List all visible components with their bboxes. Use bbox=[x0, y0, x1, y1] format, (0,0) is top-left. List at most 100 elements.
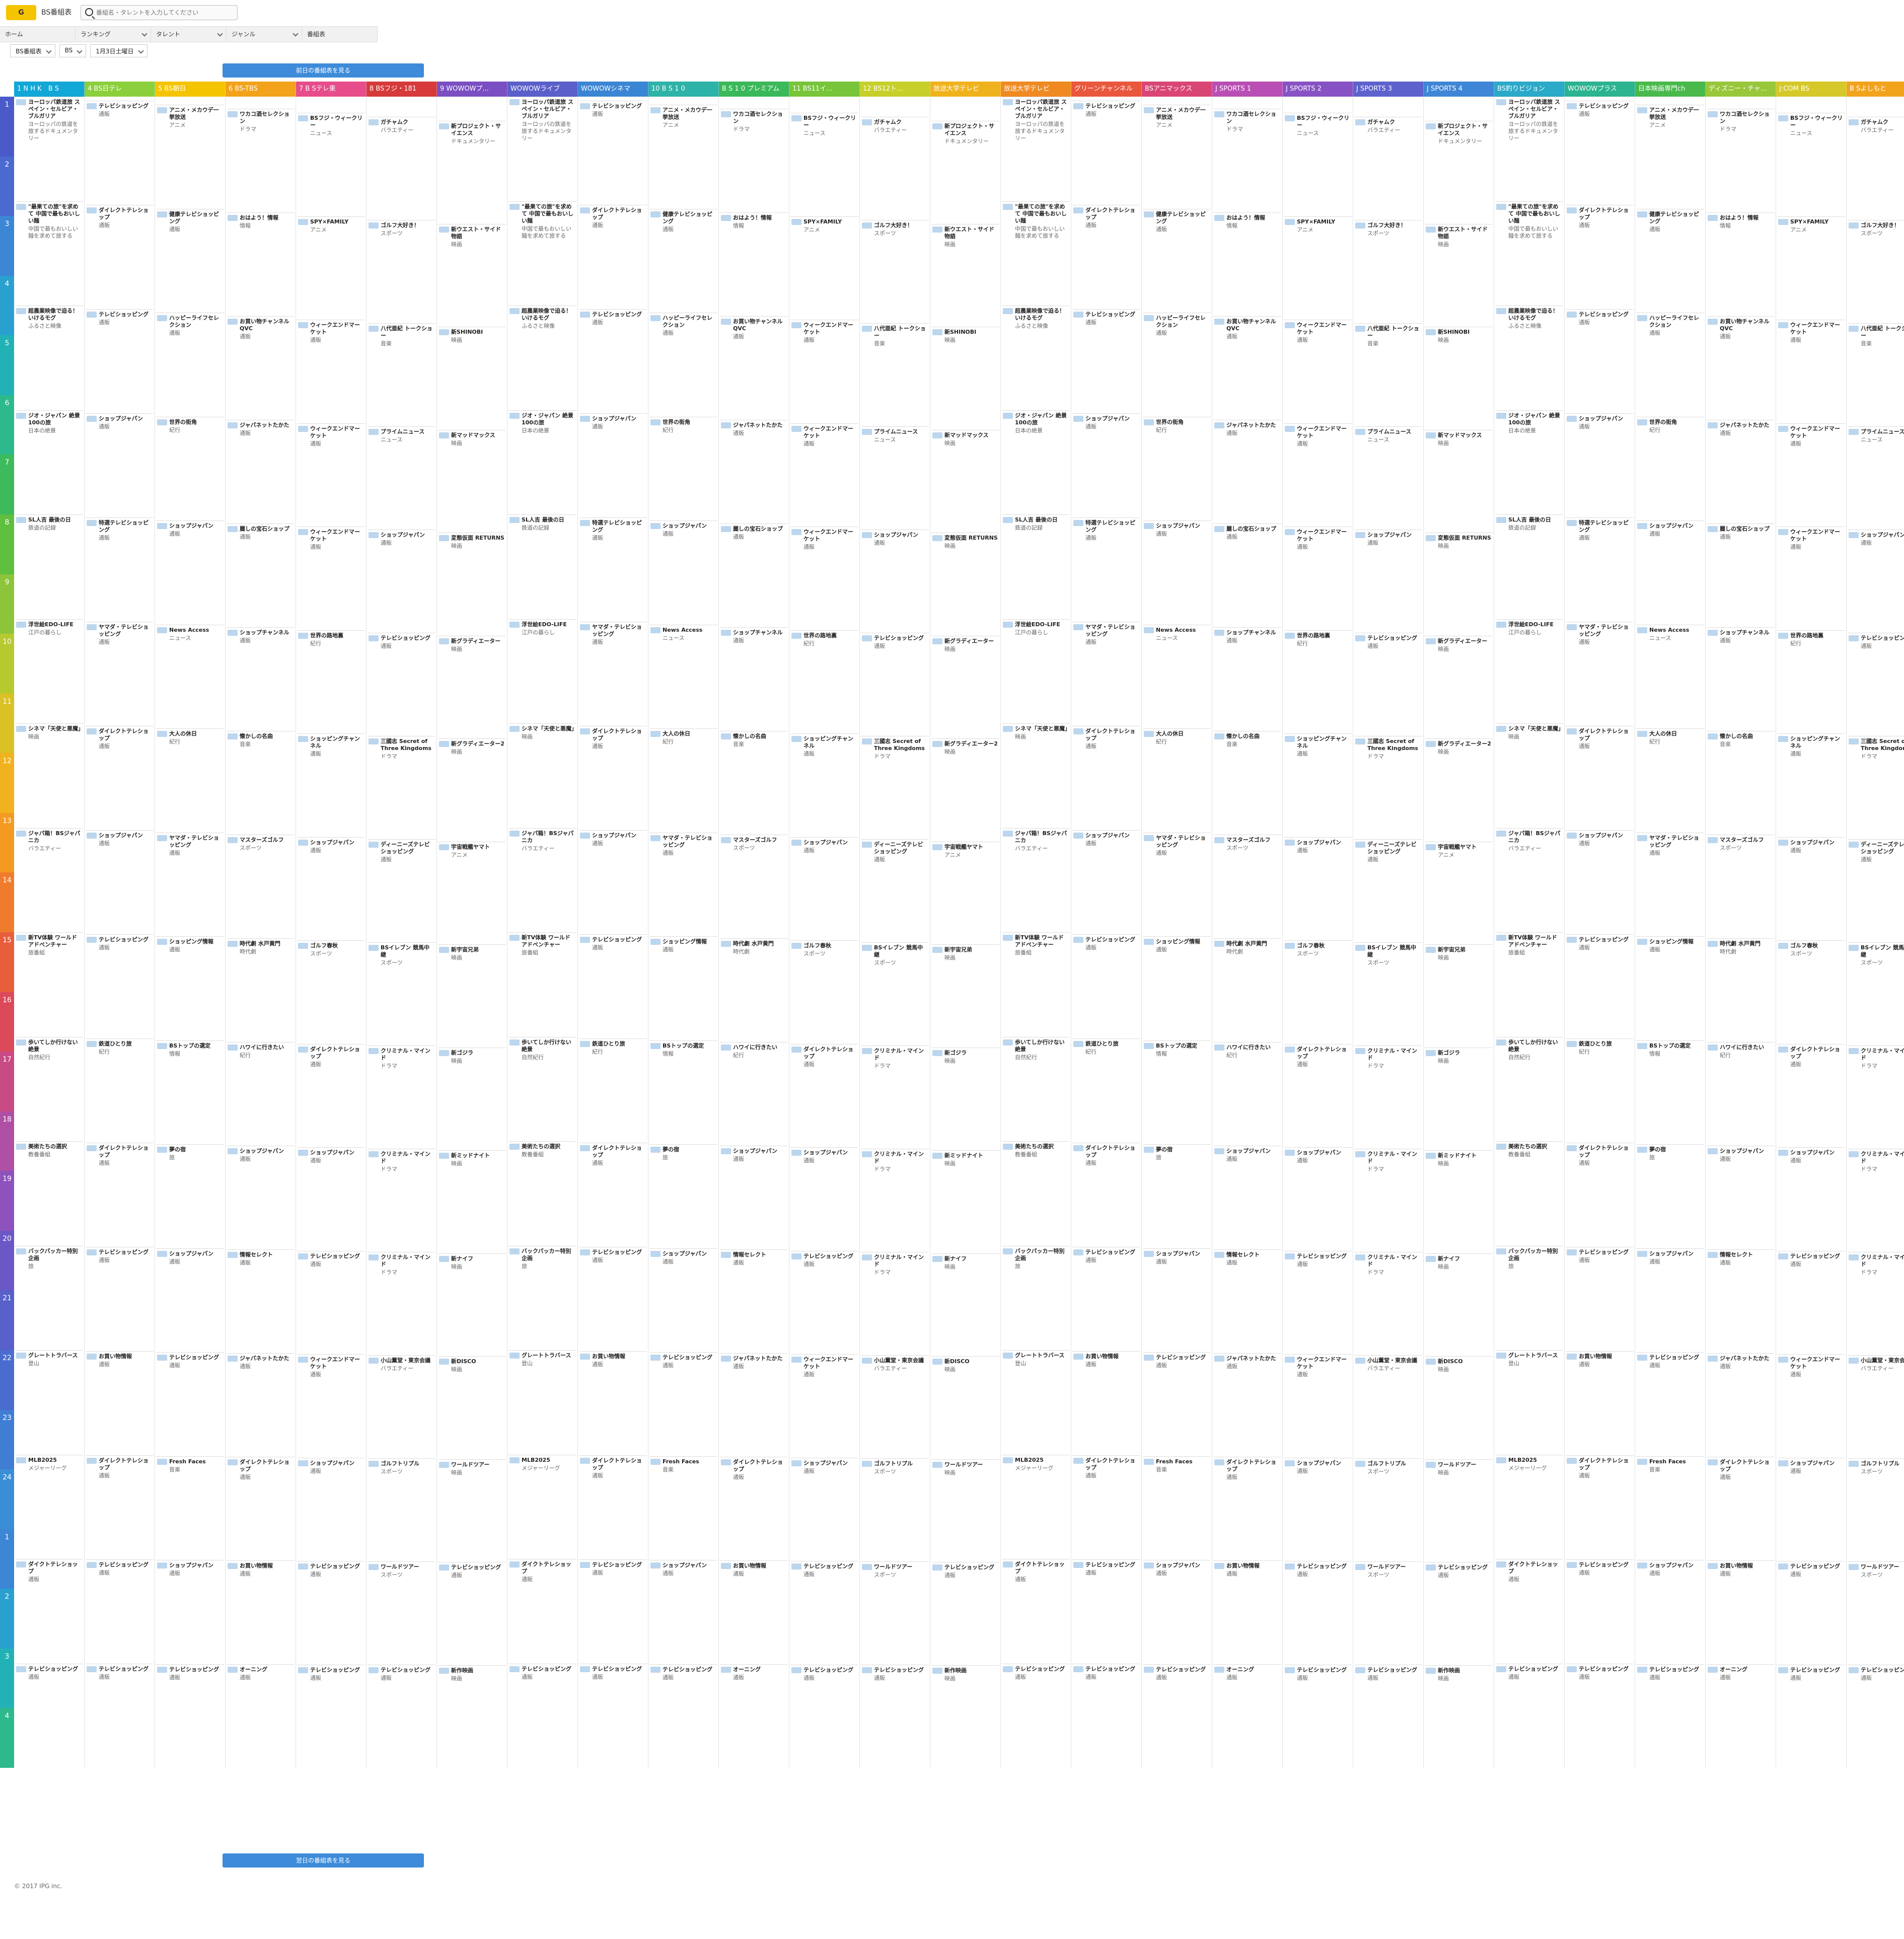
program-cell[interactable]: ショッピングチャンネル 通販 bbox=[790, 733, 858, 837]
program-cell[interactable]: ヨーロッパ鉄道旅 スペイン・セルビア・ブルガリア ヨーロッパの鉄道を旅するドキュメ… bbox=[1495, 97, 1563, 201]
program-cell[interactable]: "最果ての旅"を求めて 中国で最もおいしい麺 中国で最もおいしい麺を求めて旅する bbox=[1495, 201, 1563, 306]
program-cell[interactable]: テレビショッピング通販 bbox=[86, 309, 154, 413]
program-cell[interactable]: 鉄道ひとり旅 紀行 bbox=[1566, 1038, 1634, 1143]
program-cell[interactable]: 新ウエスト・サイド物語 映画 bbox=[1425, 223, 1493, 327]
program-cell[interactable]: ジオ・ジャパン 絶景100の旅 日本の絶景 bbox=[15, 410, 83, 515]
program-cell[interactable]: グレートトラバース 登山 bbox=[1495, 1350, 1563, 1455]
program-cell[interactable]: ショップチャンネル 通販 bbox=[1707, 627, 1775, 731]
channel-header[interactable]: J:COM BS bbox=[1776, 82, 1847, 97]
program-cell[interactable]: ワカコ酒セレクション ドラマ bbox=[227, 109, 295, 212]
program-cell[interactable]: 情報セレクト 通販 bbox=[720, 1249, 788, 1353]
program-cell[interactable]: テレビショッピング通販 bbox=[156, 1352, 224, 1456]
program-cell[interactable]: 八代亜紀 トークショー音楽 bbox=[861, 323, 929, 426]
program-cell[interactable]: ショップジャパン 通販 bbox=[1284, 1147, 1352, 1251]
program-cell[interactable]: ハッピーライフセレクション 通販 bbox=[156, 313, 224, 417]
program-cell[interactable]: SL人吉 最後の日 鉄道の記録 bbox=[15, 514, 83, 619]
program-cell[interactable]: 懐かしの名曲 音楽 bbox=[720, 731, 788, 835]
program-cell[interactable]: テレビショッピング通販 bbox=[156, 1664, 224, 1768]
program-cell[interactable]: クリミナル・マインドドラマ bbox=[368, 1046, 435, 1149]
program-cell[interactable]: マスターズゴルフ スポーツ bbox=[1213, 835, 1281, 938]
program-cell[interactable]: 鉄道ひとり旅 紀行 bbox=[86, 1038, 154, 1143]
program-cell[interactable]: ゴルフ春秋 スポーツ bbox=[297, 940, 365, 1044]
program-cell[interactable]: テレビショッピング通販 bbox=[297, 1561, 365, 1665]
program-cell[interactable]: Fresh Faces 音楽 bbox=[1636, 1456, 1704, 1560]
program-cell[interactable]: 歩いてしか行けない絶景 自然紀行 bbox=[1002, 1036, 1070, 1142]
program-cell[interactable]: 特選テレビショッピング 通販 bbox=[86, 517, 154, 622]
broadcast-select[interactable]: BS bbox=[59, 44, 87, 57]
program-cell[interactable]: ゴルフ大好き！ スポーツ bbox=[1848, 220, 1904, 323]
program-cell[interactable]: お買い物情報 通販 bbox=[579, 1351, 647, 1455]
program-cell[interactable]: 新グラディエーター2 映画 bbox=[1425, 738, 1493, 842]
program-cell[interactable]: ダイレクトテレショップ 通販 bbox=[1566, 726, 1634, 830]
program-cell[interactable]: ショップジャパン 通販 bbox=[156, 1560, 224, 1664]
program-cell[interactable]: ダイレクトテレショップ 通販 bbox=[790, 1043, 858, 1148]
program-cell[interactable]: おはよう！情報 情報 bbox=[1213, 212, 1281, 316]
program-cell[interactable]: ヤマダ・テレビショッピング 通販 bbox=[86, 622, 154, 726]
program-cell[interactable]: ショッピング情報 通販 bbox=[156, 936, 224, 1040]
program-cell[interactable]: シネマ「天使と悪魔」 映画 bbox=[1002, 723, 1070, 828]
program-cell[interactable]: ジャパ箱！BSジャパニカ バラエティー bbox=[15, 828, 83, 933]
program-cell[interactable]: 八代亜紀 トークショー音楽 bbox=[368, 323, 435, 426]
program-cell[interactable]: テレビショッピング通販 bbox=[1284, 1250, 1352, 1355]
program-cell[interactable]: ダイレクトテレショップ 通販 bbox=[1566, 205, 1634, 309]
program-cell[interactable]: ハワイに行きたい 紀行 bbox=[227, 1042, 295, 1146]
program-cell[interactable]: MLB2025 メジャーリーグ bbox=[508, 1454, 576, 1559]
search-input[interactable] bbox=[95, 6, 233, 20]
program-cell[interactable]: テレビショッピング通販 bbox=[368, 633, 435, 736]
program-cell[interactable]: ウィークエンドマーケット 通販 bbox=[297, 527, 365, 630]
program-cell[interactable]: テレビショッピング通販 bbox=[86, 1559, 154, 1664]
program-cell[interactable]: 新作映画 映画 bbox=[931, 1665, 999, 1768]
program-cell[interactable]: お買い物チャンネルQVC 通販 bbox=[1213, 316, 1281, 420]
program-cell[interactable]: ヤマダ・テレビショッピング 通販 bbox=[1636, 832, 1704, 937]
program-cell[interactable]: BSフジ・ウィークリー ニュース bbox=[790, 113, 858, 216]
program-cell[interactable]: ウィークエンドマーケット 通販 bbox=[297, 1354, 365, 1458]
program-cell[interactable]: 浮世絵EDO-LIFE 江戸の暮らし bbox=[1495, 619, 1563, 724]
program-cell[interactable]: ショップジャパン 通販 bbox=[227, 1146, 295, 1249]
program-cell[interactable]: お買い物情報 通販 bbox=[1566, 1351, 1634, 1455]
program-cell[interactable]: シネマ「天使と悪魔」 映画 bbox=[15, 723, 83, 828]
program-cell[interactable]: マスターズゴルフ スポーツ bbox=[1707, 835, 1775, 938]
program-cell[interactable]: ショップジャパン 通販 bbox=[579, 413, 647, 517]
channel-header[interactable]: BSアニマックス bbox=[1142, 82, 1212, 97]
program-cell[interactable]: アニメ・メカウデ一挙放送 アニメ bbox=[649, 105, 717, 209]
nav-ranking[interactable]: ランキング bbox=[76, 27, 151, 42]
program-cell[interactable]: ダイレクトテレショップ 通販 bbox=[86, 1143, 154, 1247]
program-cell[interactable]: ウィークエンドマーケット 通販 bbox=[1777, 527, 1845, 630]
program-cell[interactable]: 情報セレクト 通販 bbox=[1707, 1249, 1775, 1353]
program-cell[interactable]: テレビショッピング通販 bbox=[1072, 1664, 1140, 1768]
program-cell[interactable]: 新ナイフ 映画 bbox=[1425, 1253, 1493, 1357]
program-cell[interactable]: 八代亜紀 トークショー音楽 bbox=[1354, 323, 1422, 426]
program-cell[interactable]: ジャパネットたかた 通販 bbox=[1213, 1353, 1281, 1457]
program-cell[interactable]: ショップジャパン 通販 bbox=[368, 530, 435, 633]
program-cell[interactable]: ワールドツアー スポーツ bbox=[368, 1561, 435, 1665]
program-cell[interactable]: 宇宙戦艦ヤマト アニメ bbox=[931, 841, 999, 945]
program-cell[interactable]: ショップジャパン 通販 bbox=[649, 1560, 717, 1664]
schedule-type-select[interactable]: BS番組表 bbox=[10, 44, 55, 57]
program-cell[interactable]: クリミナル・マインドドラマ bbox=[861, 1149, 929, 1252]
program-cell[interactable]: ダイレクトテレショップ 通販 bbox=[86, 726, 154, 830]
program-cell[interactable]: お買い物情報 通販 bbox=[227, 1560, 295, 1664]
program-cell[interactable]: ゴルフトリプル スポーツ bbox=[368, 1458, 435, 1561]
program-cell[interactable]: テレビショッピング通販 bbox=[1566, 101, 1634, 205]
program-cell[interactable]: テレビショッピング通販 bbox=[1072, 1247, 1140, 1351]
program-cell[interactable]: テレビショッピング通販 bbox=[86, 934, 154, 1038]
program-cell[interactable]: テレビショッピング通販 bbox=[579, 309, 647, 413]
program-cell[interactable]: ワールドツアー 映画 bbox=[438, 1459, 506, 1562]
program-cell[interactable]: 新DISCO 映画 bbox=[1425, 1356, 1493, 1459]
program-cell[interactable]: ヤマダ・テレビショッピング 通販 bbox=[1143, 832, 1211, 937]
program-cell[interactable]: ガチャムク バラエティー bbox=[1848, 117, 1904, 220]
program-cell[interactable]: MLB2025 メジャーリーグ bbox=[1495, 1454, 1563, 1559]
program-cell[interactable]: ウィークエンドマーケット 通販 bbox=[790, 527, 858, 630]
program-cell[interactable]: 新ゴジラ 映画 bbox=[931, 1047, 999, 1151]
program-cell[interactable]: グレートトラバース 登山 bbox=[1002, 1350, 1070, 1455]
program-cell[interactable]: ジャパネットたかた 通販 bbox=[720, 420, 788, 524]
program-cell[interactable]: ショップジャパン 通販 bbox=[1284, 837, 1352, 941]
program-cell[interactable]: テレビショッピング通販 bbox=[1143, 1664, 1211, 1768]
program-cell[interactable]: ダイレクトテレショップ 通販 bbox=[1072, 726, 1140, 830]
program-cell[interactable]: ダイクトテレショップ 通販 bbox=[1002, 1559, 1070, 1664]
channel-header[interactable]: 6 BS-TBS bbox=[226, 82, 296, 97]
